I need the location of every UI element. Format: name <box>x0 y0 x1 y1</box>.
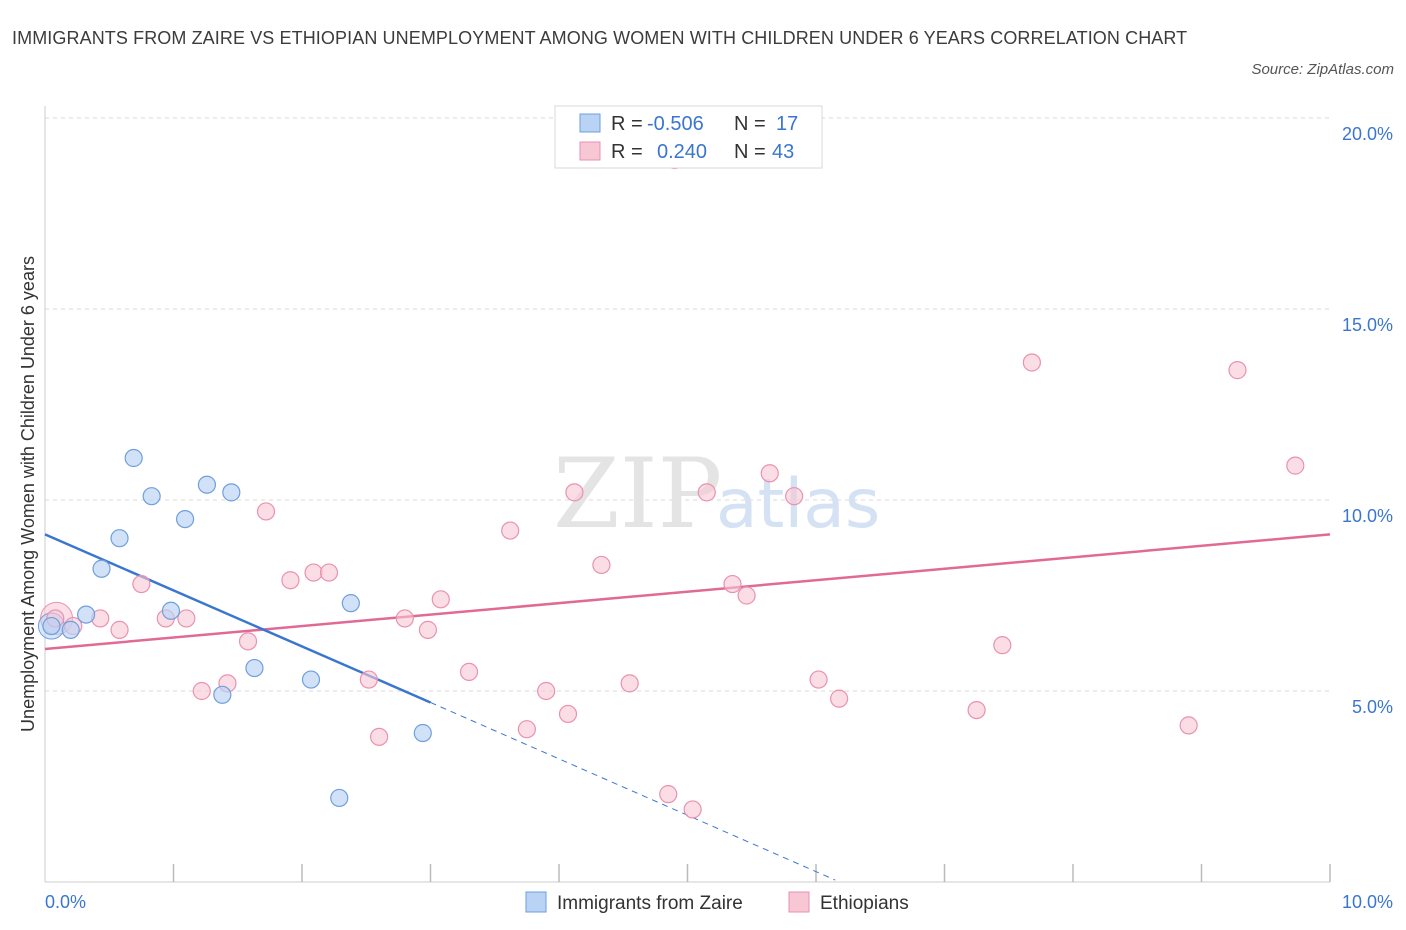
point-ethiopians <box>304 563 323 582</box>
point-ethiopians <box>1228 361 1247 380</box>
point-zaire <box>222 483 241 502</box>
y-axis-title: Unemployment Among Women with Children U… <box>18 256 38 732</box>
points-layer <box>37 150 1305 819</box>
point-zaire <box>142 487 161 506</box>
point-ethiopians <box>537 681 556 701</box>
chart-title: IMMIGRANTS FROM ZAIRE VS ETHIOPIAN UNEMP… <box>12 28 1188 48</box>
point-ethiopians <box>723 574 742 594</box>
point-ethiopians <box>592 555 611 575</box>
x-tick-label: 10.0% <box>1342 892 1393 912</box>
point-ethiopians <box>110 620 129 639</box>
axis-layer: 5.0% 10.0% 15.0% 20.0% 0.0% 10.0% <box>44 106 1393 912</box>
point-ethiopians <box>1179 716 1198 735</box>
legend-label-zaire: Immigrants from Zaire <box>557 893 743 914</box>
point-zaire <box>124 448 143 468</box>
legend-swatch-ethiopians <box>788 891 810 913</box>
point-zaire <box>301 670 321 689</box>
stats-r-label-pink: R = <box>611 141 643 163</box>
trend-line-zaire-extension <box>430 702 836 881</box>
point-ethiopians <box>697 483 716 502</box>
point-ethiopians <box>659 785 678 804</box>
point-ethiopians <box>370 727 389 746</box>
watermark: ZIP atlas <box>553 438 880 550</box>
point-zaire <box>245 658 264 678</box>
point-ethiopians <box>737 586 756 605</box>
point-zaire <box>42 616 61 636</box>
watermark-atlas: atlas <box>716 465 880 544</box>
x-tick-label: 0.0% <box>45 892 86 912</box>
y-tick-label: 15.0% <box>1342 315 1393 335</box>
point-zaire <box>77 605 96 624</box>
point-ethiopians <box>760 464 779 483</box>
point-ethiopians <box>517 720 536 739</box>
point-ethiopians <box>359 670 378 689</box>
point-ethiopians <box>785 487 804 506</box>
point-ethiopians <box>192 681 211 701</box>
y-tick-label: 20.0% <box>1342 124 1393 144</box>
stats-n-label-blue: N = <box>734 113 766 135</box>
point-ethiopians <box>830 689 849 708</box>
point-zaire <box>197 475 217 494</box>
point-zaire <box>61 620 80 639</box>
point-zaire <box>341 594 360 613</box>
point-ethiopians <box>238 632 258 651</box>
stats-n-label-pink: N = <box>734 141 766 163</box>
point-zaire <box>413 723 432 743</box>
point-zaire <box>110 529 129 548</box>
stats-legend: R = -0.506 N = 17 R = 0.240 N = 43 <box>554 105 823 169</box>
legend-swatch-zaire <box>525 891 547 913</box>
point-ethiopians <box>1286 456 1305 475</box>
point-ethiopians <box>558 704 578 724</box>
point-ethiopians <box>993 636 1012 655</box>
point-zaire <box>92 559 111 578</box>
stats-legend-swatch-blue <box>579 113 601 133</box>
trend-line-ethiopians <box>44 533 1331 651</box>
point-ethiopians <box>683 800 702 819</box>
point-ethiopians <box>459 662 479 682</box>
point-ethiopians <box>967 700 986 720</box>
stats-n-value-pink: 43 <box>772 141 794 163</box>
point-ethiopians <box>319 563 339 582</box>
point-ethiopians <box>256 502 276 521</box>
point-zaire <box>175 509 195 529</box>
stats-r-value-blue: -0.506 <box>647 113 704 135</box>
trend-layer <box>44 533 1331 881</box>
stats-r-label-blue: R = <box>611 113 643 135</box>
legend-label-ethiopians: Ethiopians <box>820 893 909 914</box>
point-ethiopians <box>281 571 300 590</box>
point-ethiopians <box>809 670 828 689</box>
y-tick-label: 5.0% <box>1352 697 1393 717</box>
point-ethiopians <box>565 483 584 502</box>
stats-legend-swatch-pink <box>579 141 601 161</box>
bottom-legend: Immigrants from Zaire Ethiopians <box>525 891 909 914</box>
point-ethiopians <box>418 620 438 639</box>
point-ethiopians <box>132 574 151 594</box>
chart-source: Source: ZipAtlas.com <box>1251 61 1394 78</box>
point-ethiopians <box>620 674 639 693</box>
stats-n-value-blue: 17 <box>776 113 798 135</box>
point-ethiopians <box>395 609 414 628</box>
point-ethiopians <box>1022 353 1041 372</box>
stats-r-value-pink: 0.240 <box>657 141 707 163</box>
point-ethiopians <box>431 590 450 609</box>
grid-layer <box>45 117 1330 692</box>
point-zaire <box>213 685 232 704</box>
point-ethiopians <box>501 521 520 540</box>
point-zaire <box>330 788 349 808</box>
point-ethiopians <box>177 609 196 628</box>
point-zaire <box>161 601 181 620</box>
y-tick-label: 10.0% <box>1342 506 1393 526</box>
